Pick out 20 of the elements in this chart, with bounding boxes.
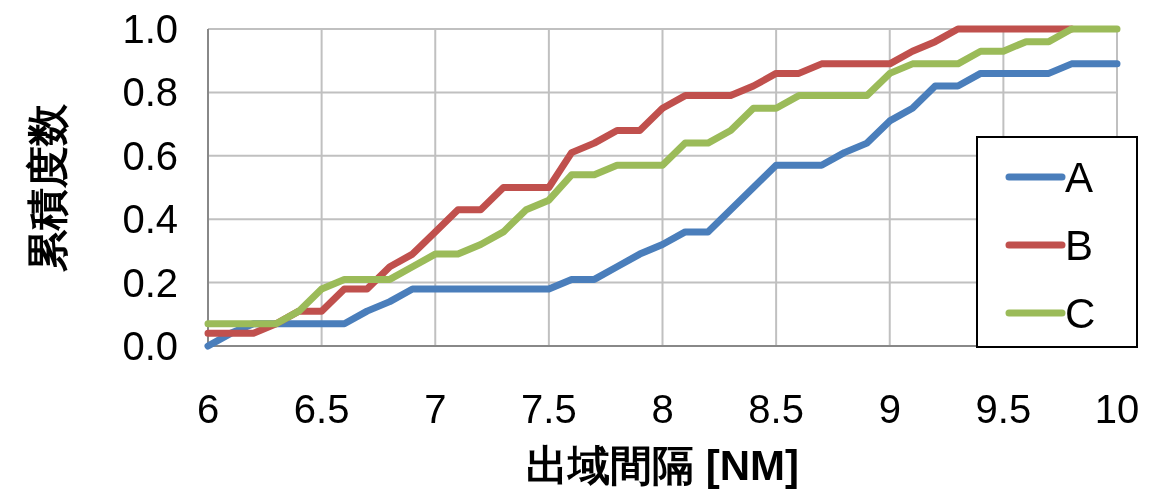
x-tick-label: 9.5	[975, 387, 1032, 431]
y-tick-label: 0.4	[122, 197, 178, 242]
x-tick-label: 10	[1094, 387, 1140, 431]
x-tick-label: 7.5	[521, 387, 577, 431]
x-tick-label: 8.5	[748, 387, 804, 431]
x-tick-label: 8	[651, 387, 674, 431]
legend-label: B	[1065, 222, 1094, 269]
x-tick-label: 6.5	[293, 387, 350, 431]
y-tick-label: 0.2	[122, 260, 178, 305]
x-tick-label: 7	[424, 387, 447, 431]
y-tick-label: 1.0	[122, 7, 178, 51]
legend-label: A	[1065, 154, 1094, 201]
y-tick-label: 0.0	[122, 324, 178, 368]
y-tick-label: 0.8	[122, 70, 178, 115]
x-axis-title: 出域間隔 [NM]	[526, 442, 799, 489]
y-tick-label: 0.6	[122, 133, 178, 178]
y-axis-title: 累積度数	[24, 102, 71, 272]
x-tick-label: 6	[196, 387, 220, 431]
legend-label: C	[1065, 290, 1096, 337]
x-tick-label: 9	[878, 387, 901, 431]
